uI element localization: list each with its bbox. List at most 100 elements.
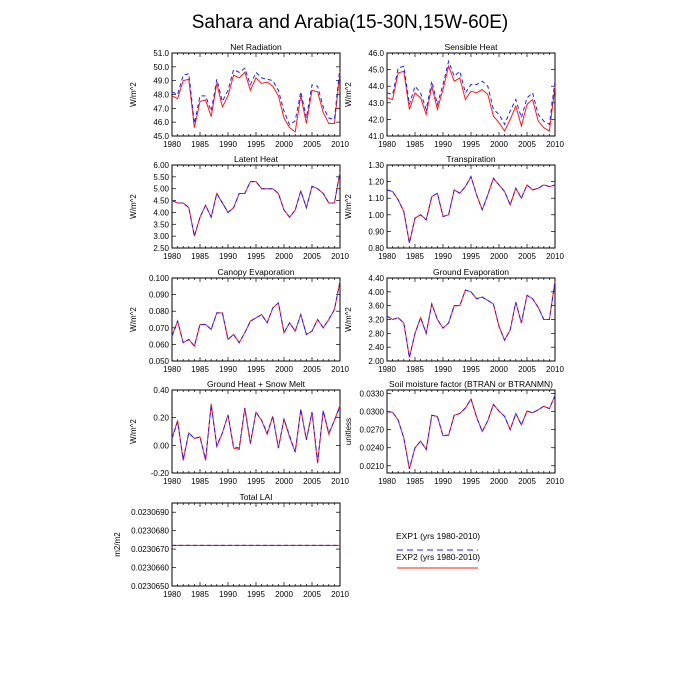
x-tick-label: 1980 xyxy=(378,477,396,486)
y-tick-label: 3.00 xyxy=(153,232,169,241)
y-tick-label: 43.0 xyxy=(368,99,384,108)
y-tick-label: 3.20 xyxy=(368,316,384,325)
series-line-exp1 xyxy=(171,172,341,237)
y-tick-label: 0.070 xyxy=(149,324,170,333)
y-tick-label: 3.60 xyxy=(368,302,384,311)
x-tick-label: 2005 xyxy=(303,252,321,261)
x-tick-label: 1985 xyxy=(406,365,424,374)
y-tick-label: 0.0230690 xyxy=(131,508,169,517)
panel-9: Total LAI 1980 1985 1990 1995 2000 2005 2010 0.0… xyxy=(113,492,349,599)
x-tick-label: 1995 xyxy=(462,252,480,261)
x-tick-label: 1980 xyxy=(163,590,181,599)
x-tick-label: 1980 xyxy=(163,365,181,374)
y-axis-label: m2/m2 xyxy=(113,532,122,557)
series-line-exp1 xyxy=(171,405,341,462)
y-tick-label: 1.20 xyxy=(368,178,384,187)
panel-title: Soil moisture factor (BTRAN or BTRANMN) xyxy=(389,379,553,389)
x-tick-label: 1980 xyxy=(163,252,181,261)
y-tick-label: 2.80 xyxy=(368,329,384,338)
series-line-exp1 xyxy=(171,66,341,126)
x-tick-label: 1985 xyxy=(191,365,209,374)
y-tick-label: 1.30 xyxy=(368,161,384,170)
y-axis-label: W/m^2 xyxy=(129,307,138,332)
plot-frame xyxy=(171,164,341,249)
series-line-exp2 xyxy=(386,64,556,133)
y-tick-label: 4.40 xyxy=(368,274,384,283)
y-tick-label: 0.80 xyxy=(368,244,384,253)
y-tick-label: 0.90 xyxy=(368,227,384,236)
y-tick-label: 2.50 xyxy=(153,244,169,253)
y-tick-label: 0.090 xyxy=(149,291,170,300)
x-tick-label: 1980 xyxy=(378,140,396,149)
legend: EXP1 (yrs 1980-2010) EXP2 (yrs 1980-2010… xyxy=(396,531,480,569)
x-tick-label: 2005 xyxy=(518,140,536,149)
y-tick-label: 0.0210 xyxy=(360,462,385,471)
y-tick-label: 1.10 xyxy=(368,194,384,203)
x-tick-label: 2000 xyxy=(275,477,293,486)
x-tick-label: 1990 xyxy=(219,252,237,261)
x-tick-label: 2000 xyxy=(275,252,293,261)
x-tick-label: 2010 xyxy=(331,252,349,261)
y-tick-label: 41.0 xyxy=(368,132,384,141)
y-tick-label: 46.0 xyxy=(153,118,169,127)
x-tick-label: 1985 xyxy=(191,140,209,149)
y-tick-label: 5.50 xyxy=(153,173,169,182)
x-tick-label: 1985 xyxy=(191,477,209,486)
x-tick-label: 2005 xyxy=(518,477,536,486)
x-tick-label: 1990 xyxy=(219,365,237,374)
x-tick-label: 2000 xyxy=(490,252,508,261)
x-tick-label: 2010 xyxy=(331,140,349,149)
y-tick-label: 2.40 xyxy=(368,343,384,352)
series-line-exp1 xyxy=(386,59,556,126)
y-tick-label: 48.0 xyxy=(153,91,169,100)
y-tick-label: 42.0 xyxy=(368,115,384,124)
x-tick-label: 1990 xyxy=(434,252,452,261)
x-tick-label: 2005 xyxy=(518,365,536,374)
y-tick-label: 45.0 xyxy=(153,132,169,141)
y-tick-label: 0.060 xyxy=(149,340,170,349)
x-tick-label: 1995 xyxy=(247,590,265,599)
series-line-exp1 xyxy=(386,395,556,469)
panel-title: Ground Evaporation xyxy=(433,267,509,277)
panels: Net Radiation 1980 1985 1990 1995 2000 2005 201… xyxy=(113,42,564,599)
y-tick-label: 45.0 xyxy=(368,66,384,75)
series-line-exp2 xyxy=(386,395,556,469)
x-tick-label: 1995 xyxy=(462,477,480,486)
y-tick-label: 4.00 xyxy=(153,208,169,217)
y-tick-label: 0.0230670 xyxy=(131,545,169,554)
y-tick-label: 0.20 xyxy=(153,414,169,423)
panel-3: Latent Heat 1980 1985 1990 1995 2000 2005 2010 2… xyxy=(129,154,349,261)
x-tick-label: 1990 xyxy=(219,140,237,149)
x-tick-label: 1980 xyxy=(378,252,396,261)
x-tick-label: 1995 xyxy=(247,365,265,374)
x-tick-label: 2005 xyxy=(518,252,536,261)
x-tick-label: 1985 xyxy=(406,477,424,486)
x-tick-label: 2000 xyxy=(275,365,293,374)
x-tick-label: 2000 xyxy=(275,140,293,149)
y-tick-label: 47.0 xyxy=(153,104,169,113)
panel-title: Canopy Evaporation xyxy=(217,267,294,277)
panel-title: Ground Heat + Snow Melt xyxy=(207,379,306,389)
x-tick-label: 2005 xyxy=(303,365,321,374)
series-line-exp1 xyxy=(171,281,341,348)
x-tick-label: 2010 xyxy=(546,140,564,149)
panel-6: Ground Evaporation 1980 1985 1990 1995 2000 20… xyxy=(344,267,564,374)
plot-frame xyxy=(171,52,341,137)
figure-title: Sahara and Arabia(15-30N,15W-60E) xyxy=(192,12,509,33)
x-tick-label: 1990 xyxy=(219,590,237,599)
x-tick-label: 1995 xyxy=(462,140,480,149)
legend-exp1-label: EXP1 (yrs 1980-2010) xyxy=(396,531,480,541)
x-tick-label: 1990 xyxy=(219,477,237,486)
y-axis-label: W/m^2 xyxy=(129,82,138,107)
y-tick-label: 4.50 xyxy=(153,197,169,206)
y-axis-label: W/m^2 xyxy=(344,82,353,107)
y-axis-label: W/m^2 xyxy=(344,194,353,219)
y-tick-label: 1.00 xyxy=(368,211,384,220)
plot-frame xyxy=(171,502,341,587)
panel-title: Latent Heat xyxy=(234,154,279,164)
x-tick-label: 2010 xyxy=(331,477,349,486)
panel-title: Transpiration xyxy=(446,154,496,164)
y-tick-label: 0.0300 xyxy=(360,408,385,417)
plot-frame xyxy=(171,277,341,362)
x-tick-label: 2005 xyxy=(303,140,321,149)
